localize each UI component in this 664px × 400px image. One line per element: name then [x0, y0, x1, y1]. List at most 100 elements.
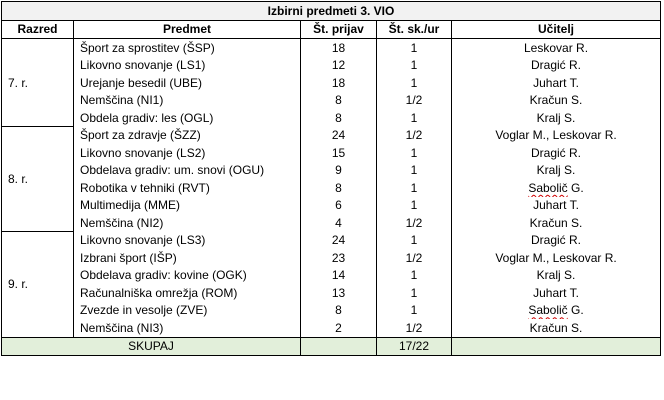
subject-cell: Likovno snovanje (LS2) [73, 144, 301, 162]
teacher-cell: Juhart T. [450, 74, 662, 92]
table-row: Urejanje besedil (UBE) 18 1 Juhart T. [2, 74, 662, 92]
applications-cell: 24 [300, 231, 377, 249]
table-row: Izbrani šport (IŠP) 23 1/2 Voglar M., Lesko… [2, 249, 662, 267]
groups-hours-cell: 1 [376, 56, 452, 74]
teacher-text: Voglar M., Leskovar R. [495, 250, 617, 265]
groups-hours-cell: 1 [376, 179, 452, 197]
table-row: Likovno snovanje (LS2) 15 1 Dragić R. [2, 144, 662, 162]
applications-cell: 2 [300, 319, 377, 337]
applications-text: 8 [335, 93, 342, 108]
table-row: 8. r. Šport za zdravje (ŠZZ) 24 1/2 Voglar M… [1, 126, 662, 232]
subject-cell: Multimedija (MME) [73, 196, 301, 214]
teacher-text: Kračun S. [529, 93, 583, 108]
teacher-text: Kralj S. [536, 268, 576, 283]
applications-text: 4 [335, 215, 342, 230]
groups-hours-text: 1 [410, 268, 418, 283]
applications-text: 8 [335, 110, 342, 125]
teacher-text: Dragić R. [531, 58, 582, 73]
groups-hours-text: 1 [410, 58, 418, 73]
groups-hours-cell: 1/2 [376, 214, 452, 232]
groups-hours-text: 1 [410, 110, 418, 125]
groups-hours-cell: 1 [376, 266, 452, 284]
groups-hours-text: 1 [410, 75, 418, 90]
teacher-text: Kralj S. [536, 110, 576, 125]
teacher-cell: Dragić R. [450, 144, 662, 162]
applications-text: 13 [331, 285, 346, 300]
teacher-text: Kralj S. [536, 163, 576, 178]
groups-hours-text: 1 [410, 163, 418, 178]
groups-hours-text: 1/2 [405, 215, 423, 230]
header-teacher: Učitelj [450, 19, 662, 39]
groups-hours-text: 1 [410, 40, 418, 55]
table-row: Likovno snovanje (LS1) 12 1 Dragić R. [2, 56, 662, 74]
subject-text: Robotika v tehniki (RVT) [80, 180, 210, 195]
subject-text: Obdelava gradiv: um. snovi (OGU) [80, 163, 265, 178]
applications-text: 12 [331, 58, 346, 73]
teacher-text: Sabolič G. [528, 303, 584, 318]
subject-text: Nemščina (NI3) [80, 320, 164, 335]
subject-text: Likovno snovanje (LS3) [80, 233, 206, 248]
teacher-text: Juhart T. [533, 75, 579, 90]
table-row: 7. r. Šport za sprostitev (ŠSP) 18 1 Leskova… [1, 38, 662, 127]
teacher-cell: Kralj S. [450, 161, 662, 179]
groups-hours-text: 1 [410, 198, 418, 213]
grade-cell: 7. r. [1, 38, 74, 127]
subject-cell: Izbrani šport (IŠP) [73, 249, 301, 267]
applications-text: 23 [331, 250, 346, 265]
groups-hours-cell: 1/2 [376, 249, 452, 267]
applications-cell: 13 [300, 284, 377, 302]
teacher-cell: Kračun S. [450, 319, 662, 337]
applications-text: 18 [331, 40, 346, 55]
applications-cell: 18 [300, 74, 377, 92]
table-row: Zvezde in vesolje (ZVE) 8 1 Sabolič G. [2, 301, 662, 319]
table-title: Izbirni predmeti 3. VIO [0, 1, 662, 21]
applications-cell: 8 [300, 301, 377, 319]
grade-cell: 8. r. [1, 126, 74, 232]
teacher-text: Leskovar R. [524, 40, 589, 55]
teacher-cell: Sabolič G. [450, 179, 662, 197]
applications-cell: 12 [300, 56, 377, 74]
table-row: Obdela gradiv: les (OGL) 8 1 Kralj S. [2, 109, 662, 127]
subject-text: Nemščina (NI2) [80, 215, 164, 230]
subject-text: Nemščina (NI1) [80, 93, 164, 108]
groups-hours-cell: 1 [376, 301, 452, 319]
applications-cell: 23 [300, 249, 377, 267]
groups-hours-cell: 1 [376, 161, 452, 179]
subject-text: Računalniška omrežja (ROM) [80, 285, 238, 300]
groups-hours-cell: 1 [376, 109, 452, 127]
applications-text: 14 [331, 268, 346, 283]
groups-hours-text: 1/2 [405, 93, 423, 108]
teacher-text: Juhart T. [533, 285, 579, 300]
groups-hours-cell: 1/2 [376, 126, 452, 144]
table-row: Nemščina (NI2) 4 1/2 Kračun S. [2, 214, 662, 232]
groups-hours-cell: 1/2 [376, 91, 452, 109]
subject-text: Obdelava gradiv: kovine (OGK) [80, 268, 247, 283]
subject-cell: Obdelava gradiv: kovine (OGK) [73, 266, 301, 284]
teacher-text: Kračun S. [529, 320, 583, 335]
subject-text: Multimedija (MME) [80, 198, 181, 213]
table-row: Multimedija (MME) 6 1 Juhart T. [2, 196, 662, 214]
groups-hours-cell: 1 [376, 38, 452, 57]
teacher-cell: Leskovar R. [450, 38, 662, 57]
groups-hours-cell: 1 [376, 231, 452, 249]
teacher-text: Juhart T. [533, 198, 579, 213]
subject-text: Obdela gradiv: les (OGL) [80, 110, 214, 125]
groups-hours-text: 1/2 [405, 320, 423, 335]
groups-hours-cell: 1 [376, 144, 452, 162]
applications-cell: 8 [300, 179, 377, 197]
teacher-text: Kračun S. [529, 215, 583, 230]
spellcheck-underlined-text: Sabolič [528, 303, 568, 318]
teacher-cell: Sabolič G. [450, 301, 662, 319]
elective-subjects-table: Izbirni predmeti 3. VIO Razred Predmet Š… [0, 1, 662, 356]
applications-text: 8 [335, 303, 342, 318]
subject-cell: Obdela gradiv: les (OGL) [73, 109, 301, 127]
applications-cell: 15 [300, 144, 377, 162]
summary-label: SKUPAJ [1, 336, 301, 356]
applications-text: 24 [331, 233, 346, 248]
table-row: Nemščina (NI3) 2 1/2 Kračun S. [2, 319, 662, 337]
teacher-text: Sabolič G. [528, 180, 584, 195]
subject-cell: Urejanje besedil (UBE) [73, 74, 301, 92]
applications-text: 18 [331, 75, 346, 90]
subject-text: Šport za sprostitev (ŠSP) [80, 40, 215, 55]
groups-hours-text: 1 [410, 303, 418, 318]
